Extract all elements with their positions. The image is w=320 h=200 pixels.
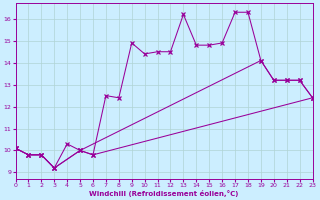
X-axis label: Windchill (Refroidissement éolien,°C): Windchill (Refroidissement éolien,°C) — [89, 190, 239, 197]
